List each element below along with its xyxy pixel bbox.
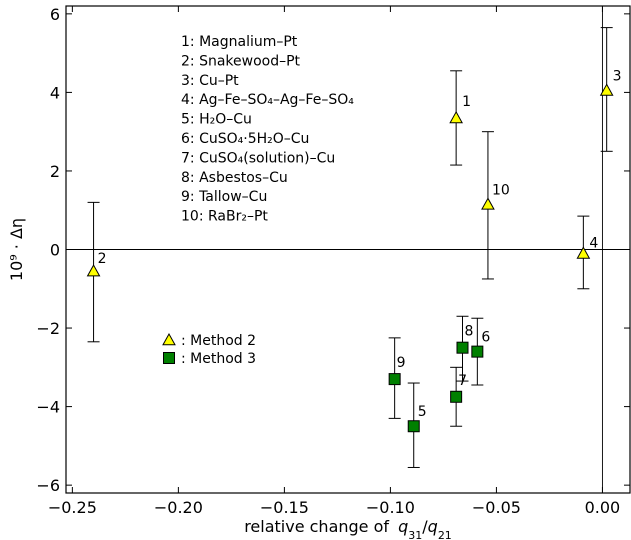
point-label: 3 [613,68,622,84]
y-tick-label: −2 [36,319,60,338]
annotation-line: 9: Tallow–Cu [181,189,267,205]
y-tick-label: 2 [50,162,60,181]
y-axis-label: 10⁹ · Δη [7,218,26,281]
annotation-line: 5: H₂O–Cu [181,112,252,128]
annotation-line: 2: Snakewood–Pt [181,53,301,69]
triangle-marker [599,83,614,96]
legend-triangle-marker [162,332,176,346]
point-label: 6 [481,330,490,346]
annotation-line: 1: Magnalium–Pt [181,34,298,50]
data-points [86,83,614,433]
legend-square-marker [163,352,175,364]
annotation-line: 3: Cu–Pt [181,73,239,89]
square-marker [407,420,420,433]
annotation-line: 7: CuSO₄(solution)–Cu [181,150,335,166]
x-axis-ticks: −0.25 −0.20 −0.15 −0.10 −0.05 0.00 [48,6,620,517]
square-marker [388,373,401,386]
annotation-line: 4: Ag–Fe–SO₄–Ag–Fe–SO₄ [181,92,354,108]
point-label: 9 [397,355,406,371]
annotation-line: 10: RaBr₂–Pt [181,209,268,225]
annotation-line: 6: CuSO₄·5H₂O–Cu [181,131,309,147]
y-tick-label: −4 [36,398,60,417]
square-marker [456,341,469,354]
square-marker [471,345,484,358]
x-tick-label: −0.25 [48,498,97,517]
triangle-marker [449,110,463,124]
x-tick-label: −0.05 [472,498,521,517]
x-tick-label: −0.10 [366,498,415,517]
x-axis-label: relative change of q31/q21 [244,517,452,540]
y-tick-label: 6 [50,5,60,24]
x-tick-label: 0.00 [585,498,621,517]
point-label: 4 [589,235,598,251]
point-label: 8 [464,324,473,340]
y-tick-label: 0 [50,241,60,260]
reference-lines [66,6,630,493]
point-label: 5 [418,404,427,420]
y-tick-label: −6 [36,476,60,495]
legend-label: : Method 3 [181,351,256,367]
y-tick-label: 4 [50,83,60,102]
x-tick-label: −0.15 [260,498,309,517]
point-labels: 1 2 3 4 10 5 6 7 8 9 [98,68,622,420]
triangle-marker [576,246,591,259]
annotation-line: 8: Asbestos–Cu [181,170,288,186]
point-label: 1 [462,94,471,110]
point-label: 10 [492,182,510,198]
point-label: 7 [458,373,467,389]
x-tick-label: −0.20 [154,498,203,517]
annotation-list: 1: Magnalium–Pt 2: Snakewood–Pt 3: Cu–Pt 4:… [181,34,354,225]
y-axis-ticks: −6 −4 −2 0 2 4 6 [36,5,630,495]
triangle-marker [86,264,101,277]
point-label: 2 [98,251,107,267]
legend: : Method 2 : Method 3 [162,332,256,367]
triangle-marker [481,197,495,210]
square-marker [450,390,463,403]
legend-label: : Method 2 [181,333,256,349]
